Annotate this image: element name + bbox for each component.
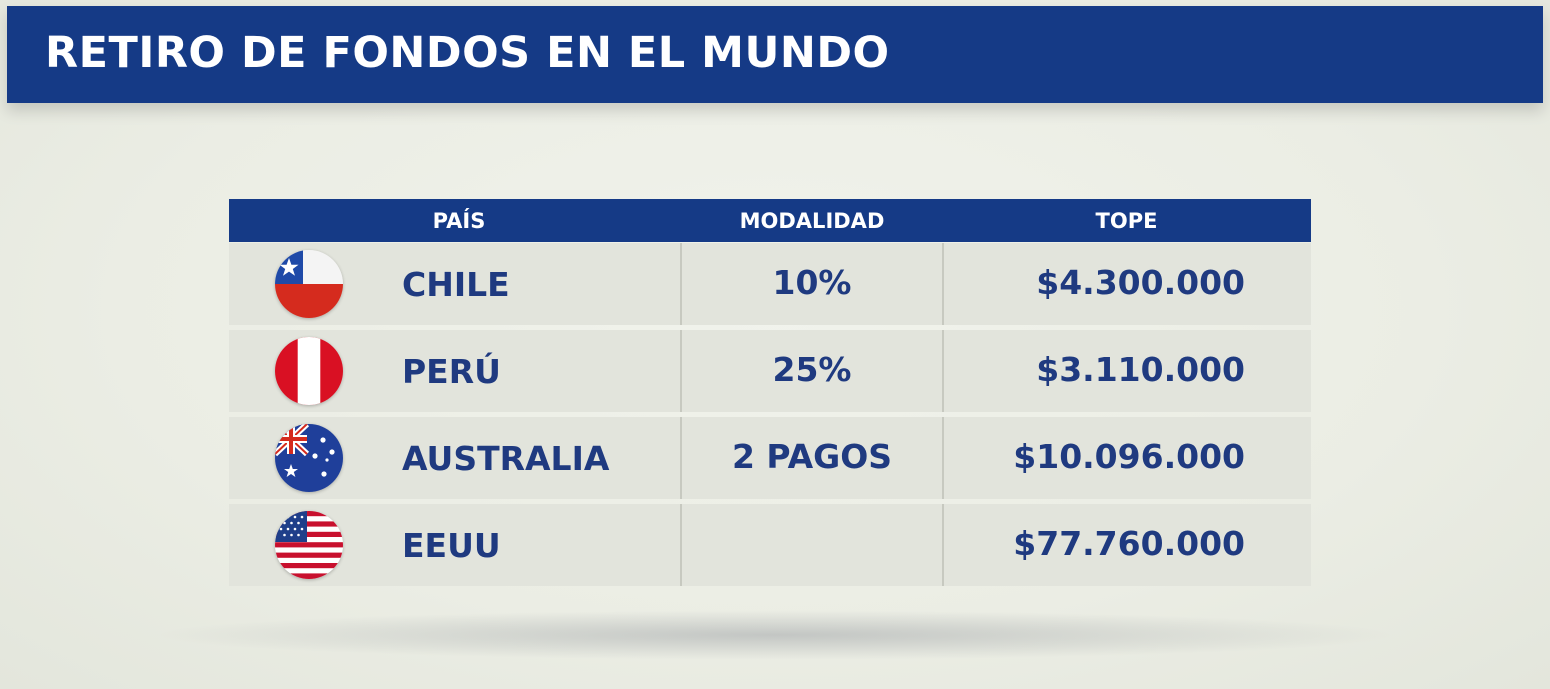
table-header: PAÍS MODALIDAD TOPE	[229, 199, 1311, 242]
column-divider	[942, 417, 944, 499]
modalidad-value: 2 PAGOS	[731, 437, 893, 476]
table-row: PERÚ 25% $3.110.000	[229, 330, 1311, 412]
tope-value: $10.096.000	[1013, 437, 1245, 476]
tope-value: $4.300.000	[1036, 263, 1245, 302]
column-header-modalidad: MODALIDAD	[739, 209, 885, 233]
table-row: AUSTRALIA 2 PAGOS $10.096.000	[229, 417, 1311, 499]
title-bar: RETIRO DE FONDOS EN EL MUNDO	[7, 6, 1543, 103]
column-divider	[680, 417, 682, 499]
country-name: CHILE	[402, 265, 510, 304]
column-divider	[680, 243, 682, 325]
peru-flag-icon	[275, 337, 343, 405]
column-divider	[680, 504, 682, 586]
country-name: PERÚ	[402, 352, 501, 391]
page-title: RETIRO DE FONDOS EN EL MUNDO	[45, 28, 890, 78]
country-name: EEUU	[402, 526, 501, 565]
column-header-pais: PAÍS	[432, 209, 486, 233]
modalidad-value: 10%	[772, 263, 852, 302]
chile-flag-icon	[275, 250, 343, 318]
australia-flag-icon	[275, 424, 343, 492]
modalidad-value: 25%	[772, 350, 852, 389]
tope-value: $77.760.000	[1013, 524, 1245, 563]
country-name: AUSTRALIA	[402, 439, 610, 478]
tope-value: $3.110.000	[1036, 350, 1245, 389]
column-divider	[680, 330, 682, 412]
withdrawal-table: PAÍS MODALIDAD TOPE CHILE 10% $4.300.000…	[229, 199, 1311, 586]
table-row: EEUU $77.760.000	[229, 504, 1311, 586]
floor-shadow	[150, 610, 1400, 660]
table-row: CHILE 10% $4.300.000	[229, 243, 1311, 325]
column-divider	[942, 504, 944, 586]
column-divider	[942, 330, 944, 412]
usa-flag-icon	[275, 511, 343, 579]
column-header-tope: TOPE	[1095, 209, 1158, 233]
column-divider	[942, 243, 944, 325]
